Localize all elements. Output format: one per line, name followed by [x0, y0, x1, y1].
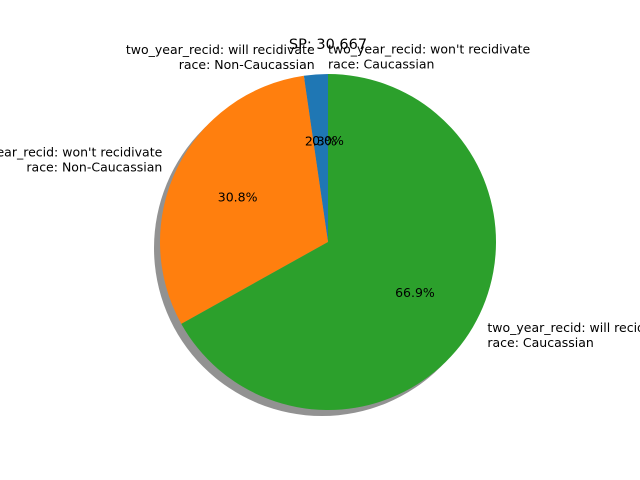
pie-category-label-line: two_year_recid: will recidivate: [487, 320, 640, 335]
pie-category-label-line: race: Caucassian: [487, 335, 593, 350]
pie-category-label-line: race: Caucassian: [328, 57, 434, 72]
chart-title: SP: 30.667: [289, 37, 367, 53]
pie-pct-label-0: 0.0%: [312, 133, 344, 148]
pie-category-label-1: two_year_recid: will recidivate race: Non…: [126, 42, 315, 72]
pie-category-label-0: two_year_recid: won't recidivate race: Ca…: [328, 42, 531, 72]
pie-labels: 0.0%two_year_recid: won't recidivate race…: [0, 42, 640, 350]
pie-pct-label-3: 66.9%: [395, 285, 435, 300]
pie-pct-label-1: 2.3%: [305, 133, 337, 148]
pie-slice-1: [303, 74, 328, 242]
pie-category-label-line: two_year_recid: won't recidivate: [328, 42, 531, 57]
pie-slice-3: [181, 74, 496, 410]
pie-slices: [159, 74, 496, 410]
pie-category-label-line: race: Non-Caucassian: [179, 57, 315, 72]
pie-category-label-line: two_year_recid: won't recidivate: [0, 145, 163, 160]
pie-pct-label-2: 30.8%: [218, 189, 258, 204]
pie-category-label-line: race: Non-Caucassian: [26, 160, 162, 175]
pie-slice-2: [159, 75, 328, 324]
pie-category-label-line: two_year_recid: will recidivate: [126, 42, 315, 57]
